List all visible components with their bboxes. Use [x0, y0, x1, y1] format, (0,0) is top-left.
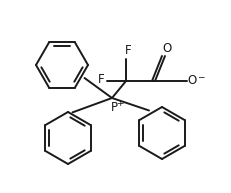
Text: O: O — [162, 41, 171, 54]
Text: O: O — [187, 74, 196, 87]
Text: F: F — [124, 43, 131, 57]
Text: F: F — [97, 74, 104, 86]
Text: +: + — [116, 100, 123, 108]
Text: −: − — [196, 73, 204, 81]
Text: P: P — [110, 102, 117, 114]
